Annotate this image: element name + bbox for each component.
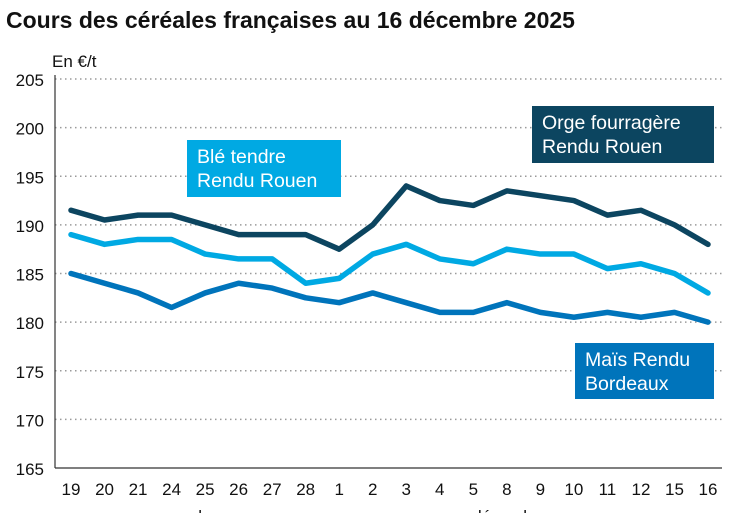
- x-tick-label: 26: [229, 480, 248, 499]
- x-tick-label: 9: [536, 480, 545, 499]
- x-tick-label: 11: [599, 480, 617, 499]
- y-axis-label: En €/t: [52, 52, 97, 71]
- x-tick-label: 28: [296, 480, 315, 499]
- x-tick-label: 27: [263, 480, 282, 499]
- x-tick-label: 24: [162, 480, 181, 499]
- x-tick-label: 12: [631, 480, 650, 499]
- x-tick-label: 15: [665, 480, 684, 499]
- y-tick-label: 170: [16, 411, 44, 430]
- x-tick-label: 21: [129, 480, 148, 499]
- y-tick-label: 190: [16, 217, 44, 236]
- legend-box: [575, 343, 714, 399]
- x-tick-label: 3: [402, 480, 411, 499]
- x-tick-label: 4: [435, 480, 444, 499]
- y-tick-label: 195: [16, 168, 44, 187]
- y-tick-label: 205: [16, 71, 44, 90]
- y-tick-label: 165: [16, 460, 44, 479]
- month-label: décembre: [472, 507, 548, 513]
- series-2: [68, 270, 711, 325]
- series-0: [68, 183, 711, 252]
- y-tick-label: 175: [16, 363, 44, 382]
- month-label: novembre: [147, 507, 223, 513]
- x-tick-label: 10: [564, 480, 583, 499]
- series-line: [68, 231, 711, 296]
- legend-text: Maïs Rendu: [585, 349, 690, 371]
- legend-text: Blé tendre: [197, 146, 286, 168]
- x-tick-label: 16: [699, 480, 718, 499]
- legend-text: Rendu Rouen: [197, 170, 317, 192]
- legend-box: [532, 106, 714, 163]
- legend-box: [187, 140, 341, 197]
- y-tick-label: 180: [16, 314, 44, 333]
- legend-text: Rendu Rouen: [542, 136, 662, 158]
- x-tick-label: 19: [62, 480, 81, 499]
- series-line: [68, 183, 711, 252]
- series-1: [68, 231, 711, 296]
- x-tick-label: 20: [95, 480, 114, 499]
- x-tick-label: 25: [196, 480, 215, 499]
- chart-title: Cours des céréales françaises au 16 déce…: [6, 7, 575, 33]
- x-tick-label: 5: [469, 480, 478, 499]
- x-tick-label: 2: [368, 480, 377, 499]
- series-line: [68, 270, 711, 325]
- legend-text: Bordeaux: [585, 373, 669, 395]
- y-tick-label: 185: [16, 266, 44, 285]
- x-tick-label: 1: [334, 480, 343, 499]
- y-tick-label: 200: [16, 120, 44, 139]
- legend-text: Orge fourragère: [542, 112, 681, 134]
- x-tick-label: 8: [502, 480, 511, 499]
